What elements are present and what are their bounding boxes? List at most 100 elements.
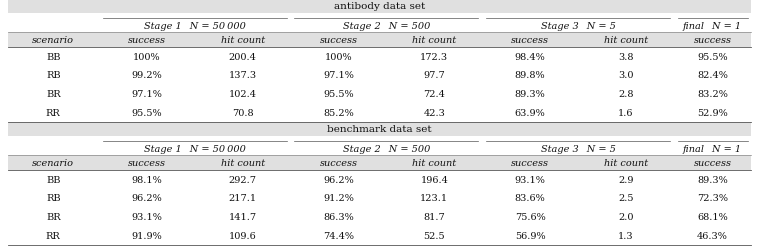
Text: scenario: scenario (32, 36, 74, 44)
Text: RR: RR (46, 109, 61, 118)
Text: 89.8%: 89.8% (515, 71, 546, 80)
Text: success: success (694, 36, 732, 44)
Text: 100%: 100% (133, 52, 161, 61)
Text: 100%: 100% (325, 52, 352, 61)
Text: 99.2%: 99.2% (131, 71, 162, 80)
Text: 83.2%: 83.2% (698, 90, 728, 99)
Text: 141.7: 141.7 (228, 212, 257, 221)
Text: 98.1%: 98.1% (131, 175, 162, 184)
Text: final  N = 1: final N = 1 (683, 144, 742, 153)
Text: 52.5: 52.5 (424, 231, 445, 240)
Text: 3.8: 3.8 (618, 52, 634, 61)
Bar (8, 189, 751, 208)
Text: benchmark data set: benchmark data set (327, 125, 432, 134)
Text: Stage 3  N = 5: Stage 3 N = 5 (540, 22, 616, 30)
Text: success: success (694, 158, 732, 167)
Text: success: success (128, 158, 165, 167)
Text: 93.1%: 93.1% (131, 212, 162, 221)
Bar (8, 85, 751, 104)
Text: success: success (128, 36, 165, 44)
Text: 217.1: 217.1 (228, 194, 257, 202)
Bar (8, 136, 751, 155)
Text: Stage 2  N = 500: Stage 2 N = 500 (342, 22, 430, 30)
Text: 97.1%: 97.1% (131, 90, 162, 99)
Text: RB: RB (46, 194, 61, 202)
Text: Stage 3  N = 5: Stage 3 N = 5 (540, 144, 616, 153)
Text: 52.9%: 52.9% (698, 109, 728, 118)
Text: 56.9%: 56.9% (515, 231, 546, 240)
Bar (8, 0, 751, 14)
Text: 91.9%: 91.9% (131, 231, 162, 240)
Text: 70.8: 70.8 (231, 109, 254, 118)
Bar (8, 104, 751, 122)
Bar (8, 122, 751, 136)
Text: Stage 2  N = 500: Stage 2 N = 500 (342, 144, 430, 153)
Text: 292.7: 292.7 (228, 175, 257, 184)
Text: 95.5%: 95.5% (698, 52, 728, 61)
Text: RB: RB (46, 71, 61, 80)
Text: BR: BR (46, 90, 61, 99)
Text: 81.7: 81.7 (424, 212, 445, 221)
Text: antibody data set: antibody data set (334, 2, 425, 11)
Text: 85.2%: 85.2% (323, 109, 354, 118)
Text: hit count: hit count (412, 36, 456, 44)
Text: RR: RR (46, 231, 61, 240)
Bar (8, 32, 751, 48)
Text: 82.4%: 82.4% (698, 71, 728, 80)
Bar (8, 66, 751, 85)
Text: 97.7: 97.7 (424, 71, 445, 80)
Text: 91.2%: 91.2% (323, 194, 354, 202)
Text: 98.4%: 98.4% (515, 52, 546, 61)
Text: success: success (511, 36, 549, 44)
Text: 95.5%: 95.5% (131, 109, 162, 118)
Text: Stage 1  N = 50 000: Stage 1 N = 50 000 (143, 22, 246, 30)
Text: scenario: scenario (32, 158, 74, 167)
Text: BR: BR (46, 212, 61, 221)
Text: 200.4: 200.4 (228, 52, 257, 61)
Bar (8, 155, 751, 170)
Text: 96.2%: 96.2% (131, 194, 162, 202)
Text: 93.1%: 93.1% (515, 175, 546, 184)
Text: 46.3%: 46.3% (698, 231, 728, 240)
Text: 96.2%: 96.2% (323, 175, 354, 184)
Text: 95.5%: 95.5% (323, 90, 354, 99)
Text: 196.4: 196.4 (420, 175, 449, 184)
Bar (8, 48, 751, 66)
Text: 2.8: 2.8 (618, 90, 634, 99)
Text: 72.3%: 72.3% (697, 194, 728, 202)
Text: hit count: hit count (221, 36, 265, 44)
Text: 83.6%: 83.6% (515, 194, 546, 202)
Text: 137.3: 137.3 (228, 71, 257, 80)
Text: BB: BB (46, 175, 61, 184)
Text: hit count: hit count (221, 158, 265, 167)
Text: success: success (320, 36, 357, 44)
Text: 109.6: 109.6 (228, 231, 257, 240)
Text: 74.4%: 74.4% (323, 231, 354, 240)
Text: 86.3%: 86.3% (323, 212, 354, 221)
Text: 123.1: 123.1 (420, 194, 449, 202)
Text: BB: BB (46, 52, 61, 61)
Text: 72.4: 72.4 (424, 90, 446, 99)
Text: hit count: hit count (604, 36, 648, 44)
Text: 97.1%: 97.1% (323, 71, 354, 80)
Bar (8, 208, 751, 226)
Text: 63.9%: 63.9% (515, 109, 546, 118)
Text: 68.1%: 68.1% (698, 212, 728, 221)
Text: 75.6%: 75.6% (515, 212, 546, 221)
Text: 172.3: 172.3 (420, 52, 449, 61)
Bar (8, 170, 751, 189)
Text: hit count: hit count (604, 158, 648, 167)
Text: 2.9: 2.9 (618, 175, 634, 184)
Text: Stage 1  N = 50 000: Stage 1 N = 50 000 (143, 144, 246, 153)
Text: final  N = 1: final N = 1 (683, 22, 742, 30)
Text: 42.3: 42.3 (424, 109, 446, 118)
Text: success: success (320, 158, 357, 167)
Text: 102.4: 102.4 (228, 90, 257, 99)
Bar (8, 14, 751, 32)
Text: 1.6: 1.6 (618, 109, 634, 118)
Text: 1.3: 1.3 (618, 231, 634, 240)
Text: 3.0: 3.0 (618, 71, 634, 80)
Text: 2.0: 2.0 (618, 212, 634, 221)
Text: hit count: hit count (412, 158, 456, 167)
Bar (8, 226, 751, 245)
